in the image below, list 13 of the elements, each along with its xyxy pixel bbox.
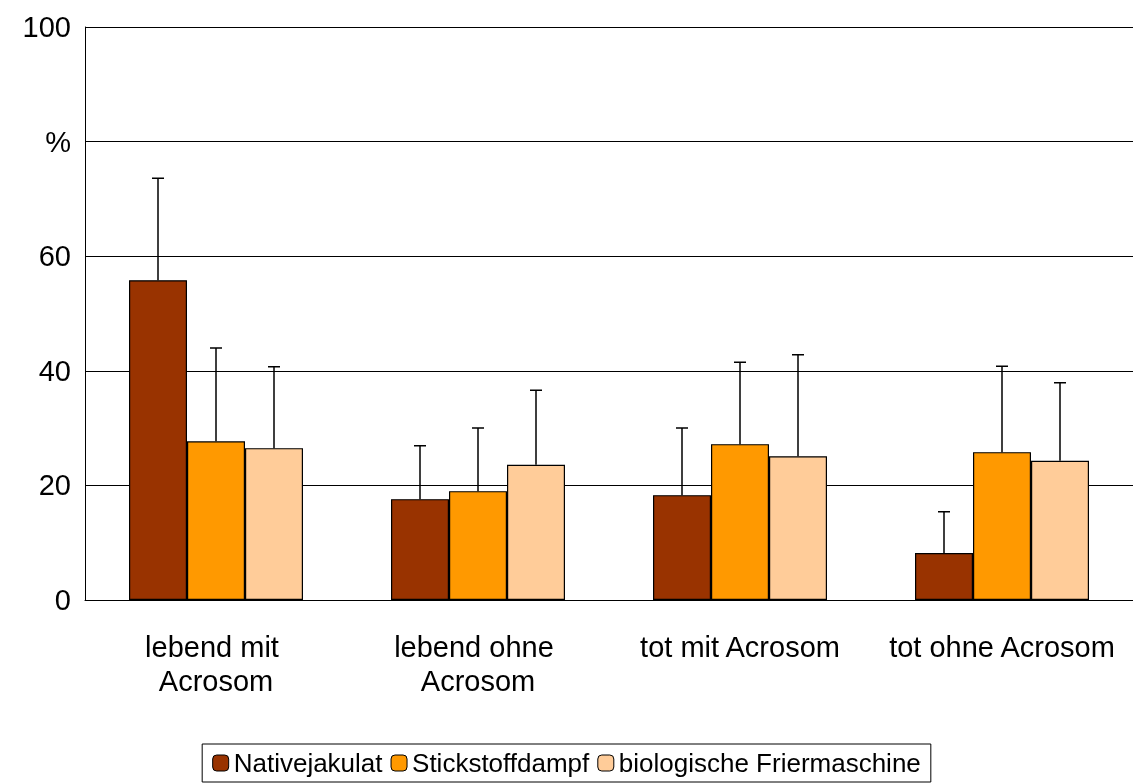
y-tick-label: 60 bbox=[38, 240, 71, 273]
x-tick-label: lebend mit Acrosom bbox=[145, 631, 287, 697]
y-tick-label: 20 bbox=[38, 469, 71, 502]
y-tick-label: 100 bbox=[22, 11, 71, 43]
y-tick-label: 0 bbox=[54, 584, 71, 616]
x-tick-label: tot mit Acrosom bbox=[640, 631, 840, 663]
legend-label: Stickstoffdampf bbox=[412, 748, 591, 778]
legend-label: Nativejakulat bbox=[233, 748, 384, 778]
x-tick-label: tot ohne Acrosom bbox=[889, 631, 1115, 663]
x-tick-label: lebend ohne Acrosom bbox=[394, 631, 562, 697]
y-tick-label: 40 bbox=[38, 354, 71, 387]
y-tick-label: % bbox=[45, 125, 71, 158]
legend-label: biologische Friermaschine bbox=[618, 748, 921, 778]
